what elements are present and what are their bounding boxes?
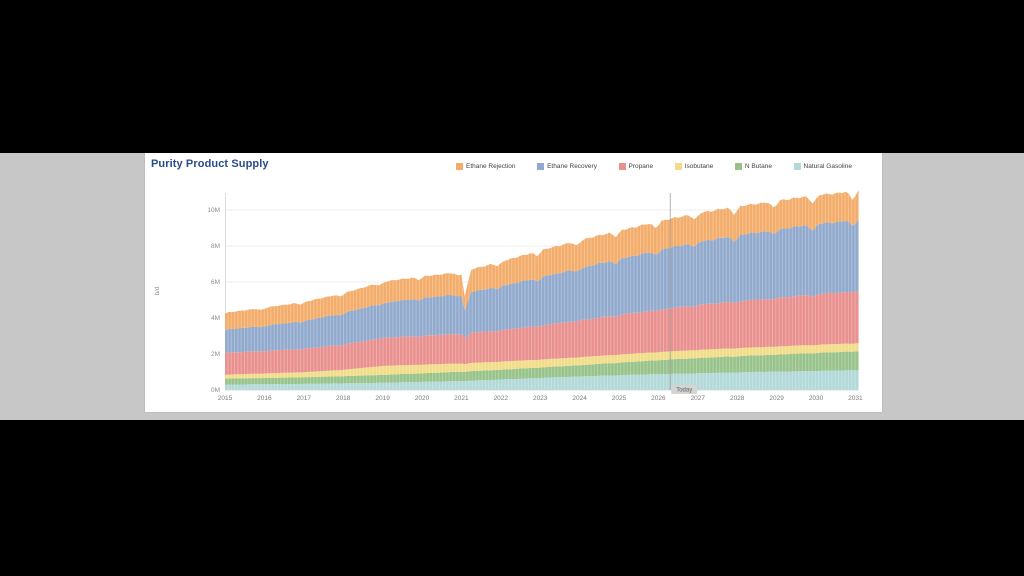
legend-swatch-icon bbox=[734, 163, 742, 170]
legend-item-label: Ethane Rejection bbox=[466, 163, 516, 170]
legend-swatch-icon bbox=[618, 163, 626, 170]
legend-item-label: N Butane bbox=[744, 163, 772, 170]
legend-item-label: Ethane Recovery bbox=[547, 163, 597, 170]
legend-swatch-icon bbox=[674, 163, 682, 170]
x-axis-tick-label: 2022 bbox=[494, 395, 509, 402]
legend-item-ethane-rejection[interactable]: Ethane Rejection bbox=[456, 163, 516, 170]
y-axis-tick-label: 2M bbox=[211, 351, 220, 358]
x-axis-tick-label: 2031 bbox=[848, 395, 863, 402]
today-label-box bbox=[671, 385, 698, 394]
x-axis-tick-label: 2021 bbox=[454, 395, 469, 402]
x-axis-tick-label: 2028 bbox=[730, 395, 745, 402]
today-label: Today bbox=[676, 388, 692, 394]
x-axis-tick-label: 2020 bbox=[415, 395, 430, 402]
x-axis-tick-label: 2015 bbox=[218, 395, 233, 402]
page-title: Purity Product Supply bbox=[151, 158, 269, 170]
chart-canvas: 0M 2M 4M 6M 8M 10M b/d Today 2015 2016 2017 2018 201… bbox=[155, 190, 863, 402]
x-axis-tick-label: 2025 bbox=[612, 395, 627, 402]
x-axis-tick-label: 2019 bbox=[375, 395, 390, 402]
legend-swatch-icon bbox=[537, 163, 545, 170]
y-axis-label: b/d bbox=[155, 287, 161, 295]
legend-item-n-butane[interactable]: N Butane bbox=[734, 163, 772, 170]
y-axis-tick-label: 6M bbox=[211, 279, 220, 286]
top-letterbox bbox=[0, 0, 1024, 153]
y-axis-tick-label: 10M bbox=[207, 207, 220, 214]
x-axis-tick-label: 2018 bbox=[336, 395, 351, 402]
legend-item-propane[interactable]: Propane bbox=[618, 163, 654, 170]
legend-item-ethane-recovery[interactable]: Ethane Recovery bbox=[537, 163, 597, 170]
x-axis-tick-label: 2026 bbox=[651, 395, 666, 402]
legend-item-label: Natural Gasoline bbox=[803, 163, 852, 170]
x-axis-tick-label: 2030 bbox=[809, 395, 824, 402]
legend-item-label: Isobutane bbox=[684, 163, 714, 170]
legend-item-isobutane[interactable]: Isobutane bbox=[674, 163, 714, 170]
legend-item-label: Propane bbox=[628, 163, 654, 170]
legend-item-natural-gasoline[interactable]: Natural Gasoline bbox=[793, 163, 852, 170]
y-axis-tick-label: 0M bbox=[211, 387, 220, 394]
legend-swatch-icon bbox=[456, 163, 463, 170]
x-axis-tick-label: 2029 bbox=[769, 395, 784, 402]
x-axis-tick-label: 2016 bbox=[257, 395, 272, 402]
x-axis-tick-label: 2024 bbox=[572, 395, 587, 402]
x-axis-tick-label: 2027 bbox=[691, 395, 706, 402]
y-axis-tick-label: 4M bbox=[211, 315, 220, 322]
y-axis-tick-label: 8M bbox=[211, 243, 220, 250]
x-axis-tick-label: 2023 bbox=[533, 395, 548, 402]
legend-swatch-icon bbox=[793, 163, 801, 170]
chart-card: Purity Product Supply Ethane Rejection Et… bbox=[145, 153, 882, 412]
bottom-letterbox bbox=[0, 420, 1024, 576]
legend: Ethane Rejection Ethane Recovery Propane Is… bbox=[456, 163, 852, 170]
x-axis-tick-label: 2017 bbox=[297, 395, 312, 402]
